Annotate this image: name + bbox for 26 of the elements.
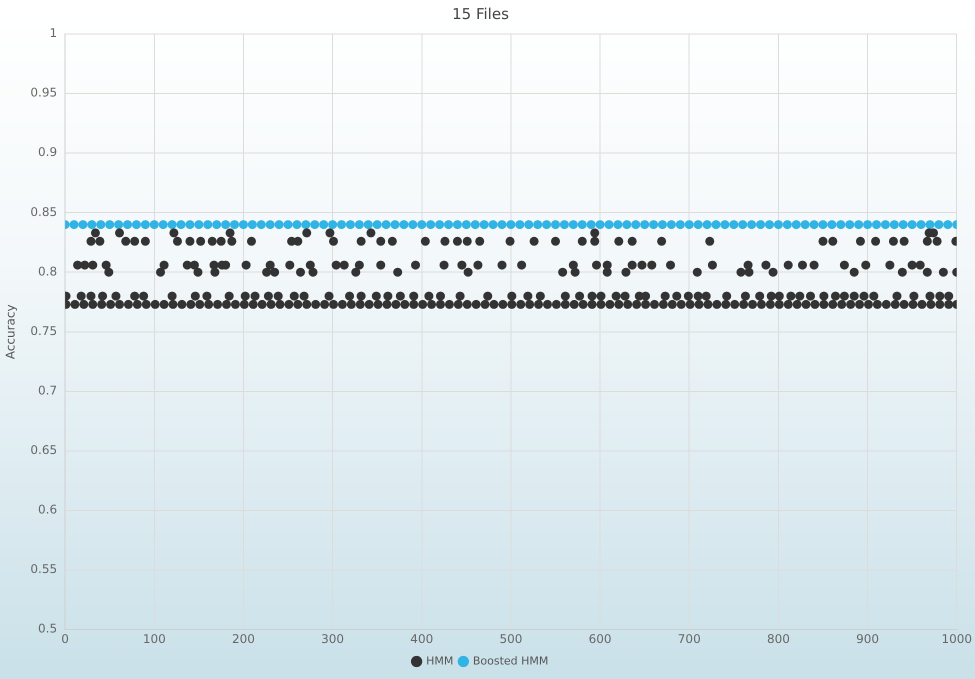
- x-tick-label: 500: [499, 632, 522, 646]
- y-tick-label: 0.95: [30, 86, 58, 100]
- x-tick-label: 200: [232, 632, 255, 646]
- legend-label: Boosted HMM: [472, 654, 548, 668]
- x-tick-label: 0: [61, 632, 69, 646]
- x-tick-label: 600: [588, 632, 612, 646]
- legend-label: HMM: [426, 654, 454, 668]
- y-tick-label: 1: [49, 26, 58, 40]
- chart-title: 15 Files: [452, 4, 510, 23]
- x-tick-label: 700: [678, 632, 701, 646]
- y-tick-label: 0.75: [30, 324, 58, 338]
- y-axis-title: Accuracy: [3, 304, 18, 360]
- y-tick-label: 0.6: [38, 502, 58, 517]
- y-tick-label: 0.8: [38, 264, 58, 278]
- y-tick-label: 0.55: [30, 562, 58, 576]
- x-tick-label: 800: [766, 632, 790, 646]
- y-tick-label: 0.85: [30, 204, 58, 219]
- y-tick-label: 0.7: [38, 383, 58, 398]
- x-tick-label: 100: [142, 632, 166, 646]
- y-tick-label: 0.9: [38, 145, 58, 160]
- y-tick-label: 0.65: [30, 443, 58, 458]
- y-tick-label: 0.5: [38, 622, 58, 636]
- x-tick-label: 1000: [941, 632, 972, 646]
- x-tick-label: 900: [856, 632, 880, 646]
- x-tick-label: 400: [410, 632, 434, 646]
- x-tick-label: 300: [321, 632, 344, 646]
